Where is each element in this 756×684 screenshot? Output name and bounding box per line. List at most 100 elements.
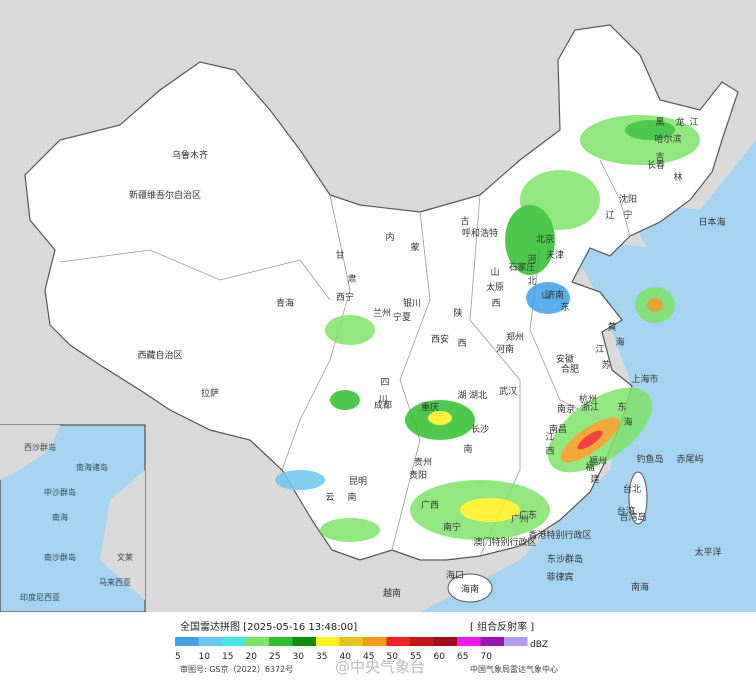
scale-swatch (175, 637, 199, 646)
place-label: 内 (385, 231, 394, 243)
place-label: 越南 (383, 587, 401, 599)
place-label: 天津 (546, 250, 564, 261)
place-label: 西 (545, 446, 554, 457)
place-label: 贵州 (414, 456, 432, 468)
scale-label: 55 (410, 652, 421, 662)
scale-swatch (363, 637, 387, 646)
inset-land (0, 425, 145, 600)
place-label: 西 (491, 298, 500, 309)
place-label: 湖北 (469, 390, 487, 401)
place-label: 武汉 (499, 385, 517, 397)
place-label: 重庆 (421, 401, 439, 413)
scale-label: 20 (246, 652, 258, 662)
place-label: 蒙 (410, 241, 419, 253)
place-label: 广州 (511, 513, 529, 525)
approval: 审图号: GS京（2022）6372号 (180, 664, 293, 674)
scale-swatch (410, 637, 434, 646)
place-label: 杭州 (579, 393, 597, 405)
credit: 中国气象局雷达气象中心 (470, 664, 558, 674)
place-label: 南宁 (443, 521, 461, 533)
place-label: 广西 (421, 499, 439, 511)
footer-product: [ 组合反射率 ] (470, 620, 534, 633)
place-label: 南昌 (549, 423, 567, 435)
place-label: 香港特别行政区 (528, 529, 591, 541)
scale-label: 10 (199, 652, 211, 662)
sea (420, 190, 756, 612)
inset-label: 南海 (52, 512, 68, 522)
inset-label: 马来西亚 (99, 578, 131, 587)
watermark: @中央气象台 (335, 658, 425, 676)
place-label: 云 (325, 493, 334, 503)
place-label: 山 (541, 290, 550, 301)
place-label: 龙 (675, 116, 684, 128)
place-label: 钓鱼岛 (636, 453, 663, 465)
place-label: 兰州 (373, 307, 391, 319)
scale-label: 30 (293, 652, 305, 662)
place-label: 菲律宾 (546, 571, 573, 583)
place-label: 陕 (453, 307, 462, 319)
province-borders (59, 159, 631, 557)
inset-label: 中沙群岛 (44, 487, 76, 497)
inset-label: 南沙群岛 (44, 552, 76, 562)
place-label: 成都 (374, 399, 392, 411)
place-label: 上海市 (631, 373, 658, 385)
scale-label: 65 (457, 652, 468, 662)
scale-swatch (457, 637, 481, 646)
place-label: 吉 (655, 152, 664, 163)
place-label: 台湾 (617, 505, 635, 517)
scale-label: 60 (434, 652, 446, 662)
place-label: 江 (595, 344, 604, 355)
scale-swatch (386, 637, 410, 646)
place-label: 乌鲁木齐 (172, 149, 208, 161)
place-label: 西宁 (336, 291, 354, 303)
scale-swatch (245, 637, 269, 646)
footer-unit: dBZ (530, 640, 548, 650)
hainan (447, 573, 493, 603)
place-label: 东沙群岛 (547, 553, 583, 565)
place-label: 福 (585, 461, 594, 473)
place-label: 海口 (446, 569, 464, 581)
radar-echoes (275, 115, 700, 542)
scale-label: 15 (222, 652, 233, 662)
place-label: 苏 (601, 359, 610, 371)
place-label: 合肥 (561, 363, 579, 375)
place-label: 川 (378, 395, 387, 405)
inset-label: 印度尼西亚 (20, 592, 60, 602)
place-label: 北 (527, 276, 536, 287)
scale-swatch (198, 637, 222, 646)
footer-title: 全国雷达拼图 [2025-05-16 13:48:00] (180, 620, 357, 633)
place-label: 昆明 (349, 476, 367, 487)
place-label: 福州 (589, 455, 607, 467)
place-label: 西藏自治区 (137, 349, 182, 361)
place-label: 河南 (496, 343, 514, 355)
sea (620, 140, 756, 300)
place-label: 贵阳 (409, 469, 427, 481)
place-label: 东 (560, 301, 569, 313)
place-label: 南海 (631, 581, 649, 593)
place-label: 林 (673, 171, 682, 183)
taiwan (628, 471, 648, 525)
place-label: 甘 (335, 249, 344, 261)
place-label: 黑 (655, 117, 664, 128)
place-label: 沈阳 (619, 193, 637, 205)
place-label: 西 (457, 338, 466, 349)
scale-label: 35 (316, 652, 327, 662)
place-label: 四 (380, 378, 389, 388)
scale-swatch (480, 637, 504, 646)
place-label: 台湾岛 (619, 511, 646, 523)
place-label: 太平洋 (694, 546, 721, 558)
place-label: 拉萨 (201, 387, 219, 399)
place-label: 郑州 (506, 331, 524, 343)
place-label: 北京 (536, 233, 554, 245)
place-label: 呼和浩特 (462, 227, 498, 239)
place-label: 长春 (647, 159, 665, 171)
scale-swatch (504, 637, 528, 646)
place-label: 新疆维吾尔自治区 (129, 189, 201, 201)
scale-label: 25 (269, 652, 280, 662)
place-label: 石家庄 (508, 261, 535, 273)
place-label: 东 (617, 401, 626, 413)
scale-swatch (433, 637, 457, 646)
inset-label: 南海诸岛 (76, 462, 108, 472)
